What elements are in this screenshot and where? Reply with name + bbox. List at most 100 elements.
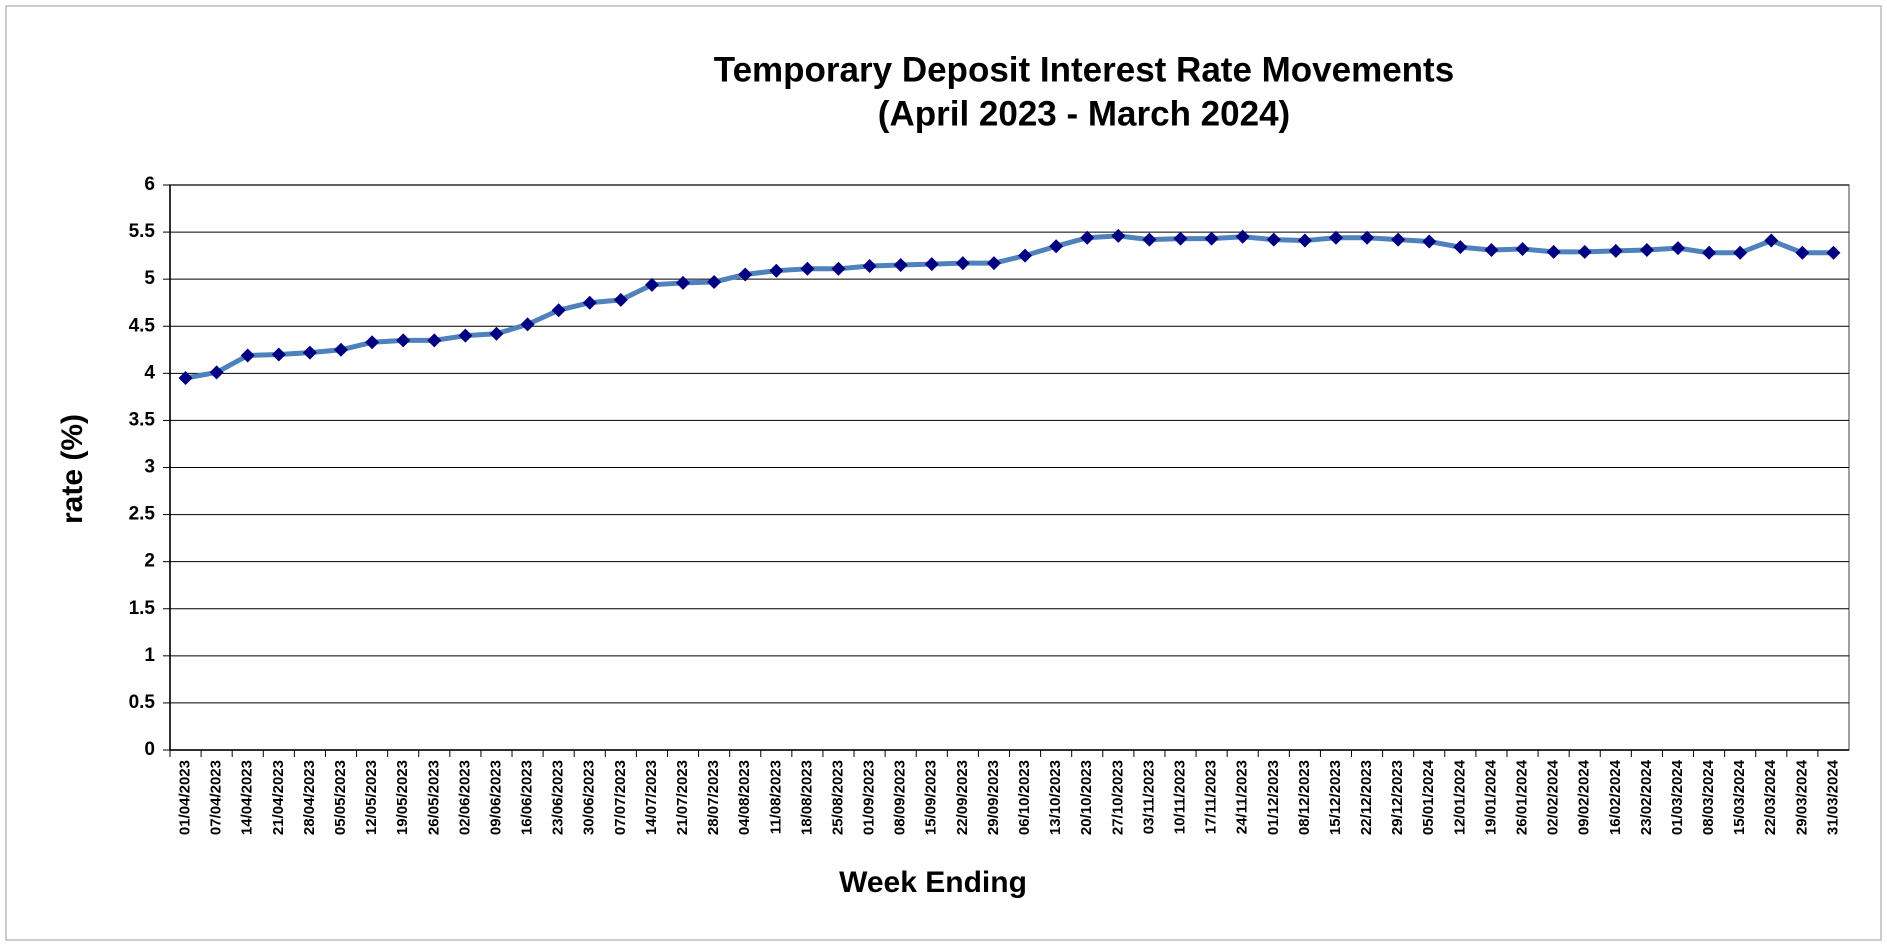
x-tick-label: 01/04/2023 <box>177 760 194 835</box>
data-marker <box>1173 231 1188 246</box>
x-tick-label: 08/03/2024 <box>1700 759 1717 835</box>
data-marker <box>831 261 846 276</box>
x-tick-label: 11/08/2023 <box>767 760 784 834</box>
x-tick-label: 08/09/2023 <box>892 760 909 835</box>
x-tick-label: 22/12/2023 <box>1358 760 1375 835</box>
data-marker <box>365 335 380 350</box>
y-tick-label: 2 <box>144 551 155 572</box>
x-tick-label: 17/11/2023 <box>1203 760 1220 834</box>
data-marker <box>769 263 784 278</box>
x-tick-label: 22/03/2024 <box>1762 759 1779 835</box>
data-marker <box>1297 233 1312 248</box>
data-marker <box>1422 234 1437 249</box>
x-tick-label: 22/09/2023 <box>954 760 971 835</box>
data-marker <box>1546 244 1561 259</box>
y-tick-label: 3 <box>144 457 155 478</box>
x-tick-label: 23/06/2023 <box>550 760 567 835</box>
x-tick-label: 03/11/2023 <box>1140 760 1157 834</box>
x-tick-label: 28/04/2023 <box>301 760 318 835</box>
data-marker <box>302 345 317 360</box>
x-tick-label: 29/03/2024 <box>1793 759 1810 835</box>
data-marker <box>1639 242 1654 257</box>
data-marker <box>1826 245 1841 260</box>
data-marker <box>582 295 597 310</box>
x-tick-label: 15/09/2023 <box>923 760 940 835</box>
x-tick-label: 04/08/2023 <box>736 760 753 835</box>
x-axis-title: Week Ending <box>839 866 1027 899</box>
data-marker <box>955 256 970 271</box>
x-tick-label: 05/01/2024 <box>1420 759 1437 835</box>
data-marker <box>893 258 908 273</box>
data-marker <box>862 258 877 273</box>
data-marker <box>1484 242 1499 257</box>
x-tick-label: 14/07/2023 <box>643 760 660 835</box>
data-marker <box>271 347 286 362</box>
x-tick-label: 09/02/2024 <box>1576 759 1593 835</box>
y-tick-label: 0.5 <box>129 692 156 713</box>
x-tick-label: 15/03/2024 <box>1731 759 1748 835</box>
x-tick-label: 19/01/2024 <box>1482 759 1499 835</box>
y-tick-label: 6 <box>144 174 155 195</box>
data-marker <box>334 342 349 357</box>
x-tick-label: 07/07/2023 <box>612 760 629 835</box>
data-marker <box>1764 233 1779 248</box>
x-tick-label: 20/10/2023 <box>1078 760 1095 835</box>
y-tick-label: 5.5 <box>129 221 156 242</box>
data-marker <box>551 303 566 318</box>
y-tick-label: 5 <box>144 268 155 289</box>
data-marker <box>1670 241 1685 256</box>
data-marker <box>644 277 659 292</box>
data-marker <box>1266 232 1281 247</box>
data-marker <box>1080 230 1095 245</box>
x-tick-label: 16/02/2024 <box>1607 759 1624 835</box>
x-tick-label: 01/09/2023 <box>861 760 878 835</box>
data-marker <box>1328 230 1343 245</box>
data-marker <box>1235 229 1250 244</box>
x-tick-label: 18/08/2023 <box>798 760 815 835</box>
x-tick-label: 14/04/2023 <box>239 760 256 835</box>
data-marker <box>1577 244 1592 259</box>
data-marker <box>1702 245 1717 260</box>
x-tick-label: 29/12/2023 <box>1389 760 1406 835</box>
data-marker <box>1360 230 1375 245</box>
x-tick-label: 24/11/2023 <box>1234 760 1251 834</box>
data-marker <box>1453 240 1468 255</box>
data-marker <box>707 274 722 289</box>
x-tick-label: 10/11/2023 <box>1171 760 1188 834</box>
x-tick-label: 27/10/2023 <box>1109 760 1126 835</box>
y-tick-label: 2.5 <box>129 504 156 525</box>
y-tick-label: 1.5 <box>129 598 156 619</box>
data-marker <box>800 261 815 276</box>
data-marker <box>209 365 224 380</box>
data-marker <box>738 267 753 282</box>
x-tick-label: 16/06/2023 <box>519 760 536 835</box>
y-tick-label: 1 <box>144 645 155 666</box>
data-marker <box>396 333 411 348</box>
x-tick-label: 12/05/2023 <box>363 760 380 835</box>
y-tick-label: 4 <box>144 362 155 383</box>
x-tick-label: 31/03/2024 <box>1824 759 1841 835</box>
data-marker <box>1515 242 1530 257</box>
data-marker <box>676 275 691 290</box>
data-marker <box>520 317 535 332</box>
data-marker <box>178 371 193 386</box>
data-marker <box>240 348 255 363</box>
x-tick-label: 05/05/2023 <box>332 760 349 835</box>
x-tick-label: 02/06/2023 <box>456 760 473 835</box>
x-tick-label: 21/04/2023 <box>270 760 287 835</box>
x-tick-label: 08/12/2023 <box>1296 760 1313 835</box>
x-tick-label: 23/02/2024 <box>1638 759 1655 835</box>
x-tick-label: 26/05/2023 <box>425 760 442 835</box>
x-tick-label: 13/10/2023 <box>1047 760 1064 835</box>
data-marker <box>489 326 504 341</box>
chart-subtitle: (April 2023 - March 2024) <box>878 94 1290 133</box>
data-marker <box>427 333 442 348</box>
x-tick-label: 30/06/2023 <box>581 760 598 835</box>
x-tick-label: 12/01/2024 <box>1451 759 1468 835</box>
data-marker <box>1391 232 1406 247</box>
x-tick-label: 07/04/2023 <box>208 760 225 835</box>
data-marker <box>924 257 939 272</box>
data-marker <box>1111 228 1126 243</box>
data-marker <box>613 292 628 307</box>
